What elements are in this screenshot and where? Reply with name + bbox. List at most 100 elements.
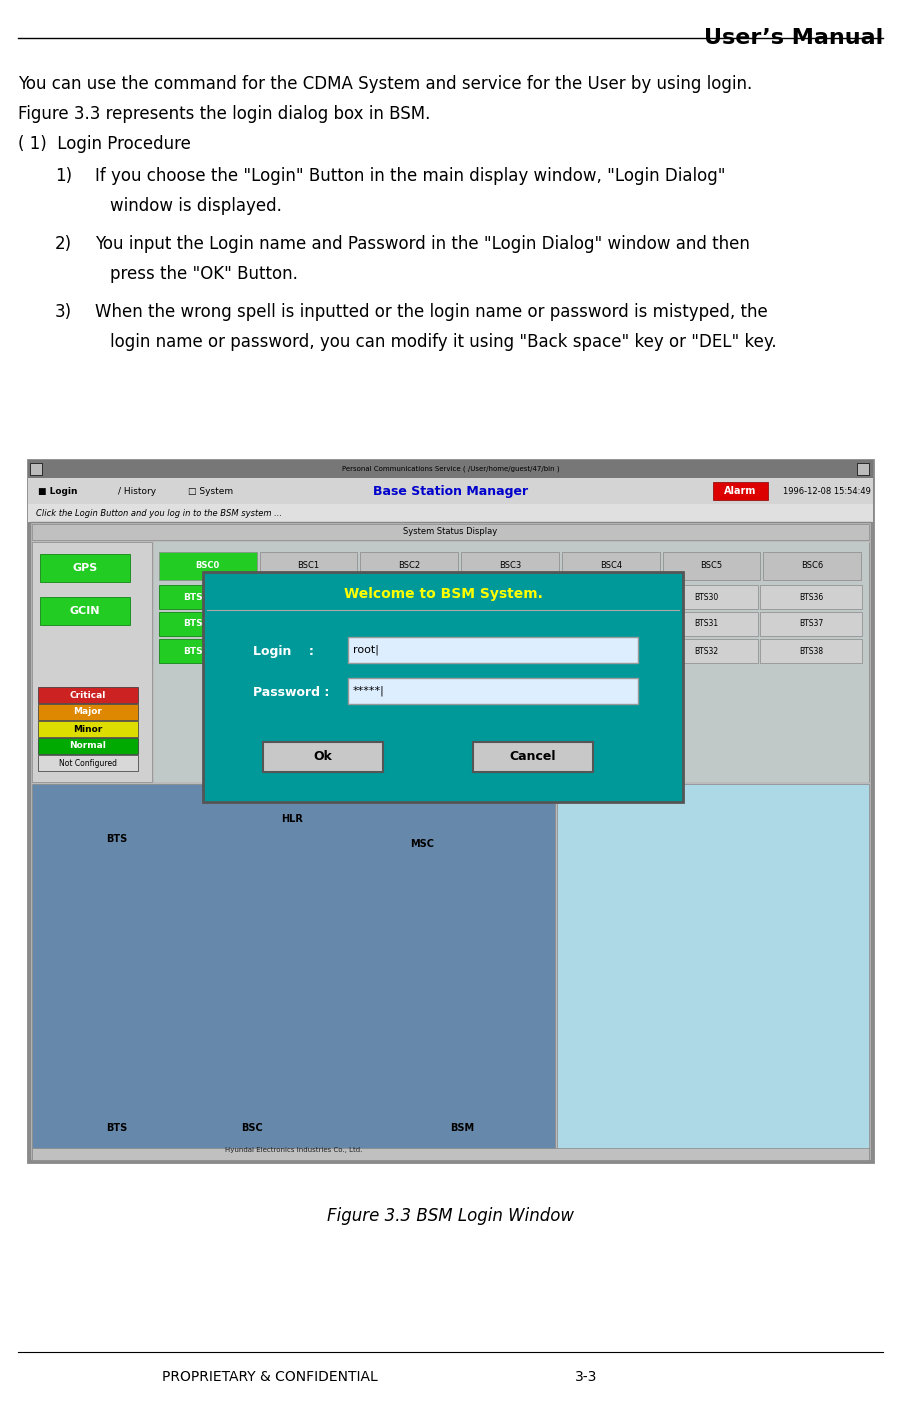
Text: BTS18: BTS18 (487, 592, 511, 602)
Text: ■ Login: ■ Login (38, 487, 77, 495)
Bar (447, 585, 550, 609)
Bar (656, 639, 758, 663)
Text: BTS7: BTS7 (280, 619, 300, 629)
Text: GCIN: GCIN (69, 606, 100, 616)
Bar (760, 639, 862, 663)
Text: 1): 1) (55, 167, 72, 184)
Text: BTS: BTS (106, 834, 128, 844)
Text: BSC4: BSC4 (600, 561, 622, 570)
Bar (32, 542, 152, 782)
Text: BTS: BTS (106, 1123, 128, 1133)
Bar (656, 585, 758, 609)
Text: Not Configured: Not Configured (59, 758, 117, 767)
Bar (28, 478, 873, 504)
Text: window is displayed.: window is displayed. (110, 197, 282, 215)
Text: BSC3: BSC3 (499, 561, 521, 570)
Bar (32, 1148, 869, 1159)
Bar (760, 585, 862, 609)
Text: BTS37: BTS37 (799, 619, 823, 629)
Text: BSC6: BSC6 (801, 561, 824, 570)
Text: Figure 3.3 BSM Login Window: Figure 3.3 BSM Login Window (327, 1207, 574, 1225)
Text: Welcome to BSM System.: Welcome to BSM System. (343, 587, 542, 601)
Bar (30, 463, 42, 476)
Text: Cancel: Cancel (510, 750, 556, 764)
Bar (40, 554, 130, 582)
Bar (38, 704, 138, 720)
Text: You can use the command for the CDMA System and service for the User by using lo: You can use the command for the CDMA Sys… (18, 75, 752, 93)
Bar (203, 573, 683, 802)
Bar (656, 612, 758, 636)
Text: BTS1: BTS1 (184, 619, 209, 629)
Bar (154, 542, 869, 782)
Text: BSC0: BSC0 (196, 561, 220, 570)
Bar (239, 585, 341, 609)
Text: GPS: GPS (72, 563, 97, 573)
Text: 3-3: 3-3 (575, 1370, 596, 1384)
Text: MSC: MSC (410, 839, 434, 848)
Bar (763, 552, 861, 580)
Bar (557, 784, 869, 1158)
Text: User’s Manual: User’s Manual (704, 28, 883, 48)
Text: BTS31: BTS31 (695, 619, 719, 629)
Bar (32, 784, 555, 1158)
Bar (40, 597, 130, 625)
Text: BTS0: BTS0 (184, 592, 209, 602)
Text: Figure 3.3 represents the login dialog box in BSM.: Figure 3.3 represents the login dialog b… (18, 106, 431, 122)
Text: Ok: Ok (314, 750, 332, 764)
Text: Hyundai Electronics Industries Co., Ltd.: Hyundai Electronics Industries Co., Ltd. (225, 1147, 362, 1152)
Text: BTS36: BTS36 (799, 592, 823, 602)
Bar (32, 523, 869, 540)
Bar (239, 612, 341, 636)
Bar (28, 460, 873, 1162)
Text: BSC5: BSC5 (700, 561, 723, 570)
Bar (461, 552, 559, 580)
Text: BTS38: BTS38 (799, 646, 823, 656)
Text: BTS26: BTS26 (590, 646, 614, 656)
Text: BTS24: BTS24 (590, 592, 614, 602)
Text: BTS11: BTS11 (382, 646, 406, 656)
Text: BSM: BSM (450, 1123, 474, 1133)
Text: BTS8: BTS8 (280, 592, 300, 602)
Bar (38, 720, 138, 737)
Text: You input the Login name and Password in the "Login Dialog" window and then: You input the Login name and Password in… (95, 235, 750, 253)
Bar (38, 756, 138, 771)
Text: BSC1: BSC1 (297, 561, 320, 570)
Bar (662, 552, 760, 580)
Bar (348, 678, 638, 704)
Text: If you choose the "Login" Button in the main display window, "Login Dialog": If you choose the "Login" Button in the … (95, 167, 725, 184)
Text: Click the Login Button and you log in to the BSM system ...: Click the Login Button and you log in to… (36, 508, 282, 518)
Bar (38, 739, 138, 754)
Text: Login    :: Login : (253, 646, 314, 658)
Bar (239, 639, 341, 663)
Text: / History: / History (118, 487, 156, 495)
Bar (551, 612, 653, 636)
Text: Critical: Critical (69, 691, 106, 699)
Bar (259, 552, 358, 580)
Text: ( 1)  Login Procedure: ( 1) Login Procedure (18, 135, 191, 153)
Text: Personal Communications Service ( /User/home/guest/47/bin ): Personal Communications Service ( /User/… (341, 466, 560, 473)
Text: BTS2: BTS2 (184, 646, 209, 656)
Bar (28, 504, 873, 522)
Text: BTS10: BTS10 (487, 646, 511, 656)
Text: BTS12: BTS12 (382, 592, 406, 602)
Bar (551, 585, 653, 609)
Text: BTS25: BTS25 (590, 619, 614, 629)
Bar (159, 639, 234, 663)
Text: Alarm: Alarm (724, 485, 757, 497)
Text: Base Station Manager: Base Station Manager (373, 484, 528, 498)
Text: When the wrong spell is inputted or the login name or password is mistyped, the: When the wrong spell is inputted or the … (95, 303, 768, 321)
Text: BTS32: BTS32 (695, 646, 719, 656)
Text: Minor: Minor (73, 725, 103, 733)
Text: System Status Display: System Status Display (404, 528, 497, 536)
Bar (28, 460, 873, 478)
Text: □ System: □ System (188, 487, 233, 495)
Bar (713, 483, 768, 499)
Text: Password :: Password : (253, 685, 330, 698)
Text: BTS30: BTS30 (695, 592, 719, 602)
Text: 3): 3) (55, 303, 72, 321)
Bar (159, 552, 257, 580)
Text: BTS8: BTS8 (280, 646, 300, 656)
Text: Major: Major (74, 708, 103, 716)
Bar (159, 612, 234, 636)
Text: BTS19: BTS19 (487, 619, 511, 629)
